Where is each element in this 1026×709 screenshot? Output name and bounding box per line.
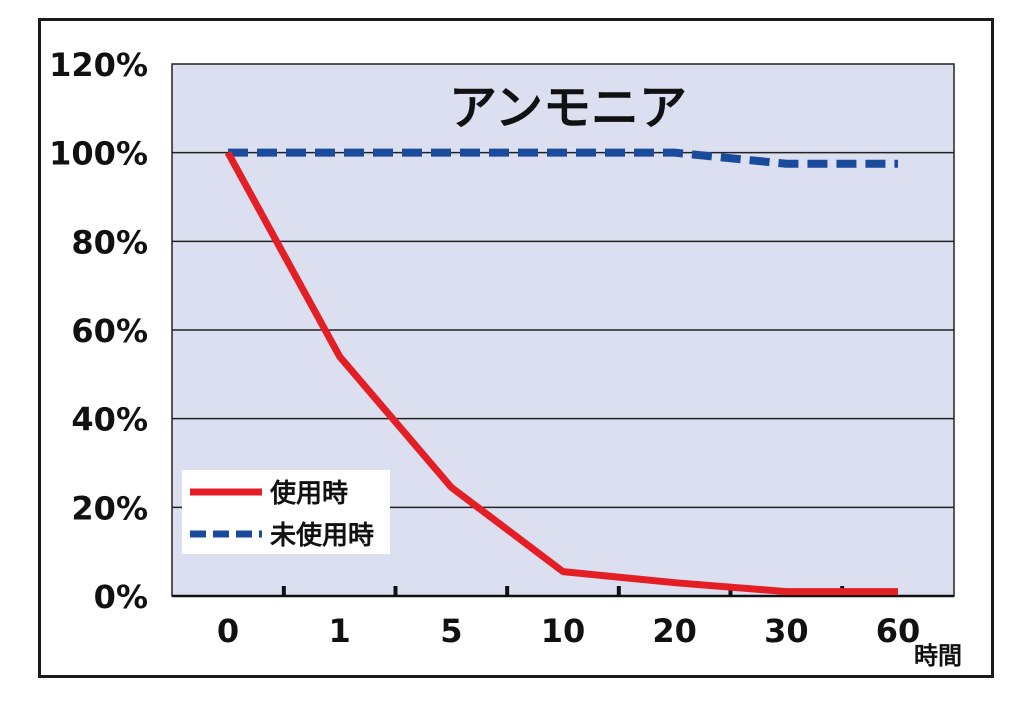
y-tick-label: 100% (49, 135, 148, 173)
x-axis-labels: 0 1 5 10 20 30 60 (217, 612, 920, 650)
y-tick-label: 120% (49, 46, 148, 84)
y-tick-label: 20% (71, 489, 148, 527)
x-tick-label: 20 (652, 612, 697, 650)
legend-label: 使用時 (269, 479, 348, 509)
x-tick-label: 0 (217, 612, 239, 650)
chart-title: アンモニア (449, 80, 687, 136)
x-axis-unit: 時間 (914, 642, 962, 670)
series-lines (224, 148, 898, 596)
legend-label: 未使用時 (270, 521, 374, 551)
y-tick-label: 40% (71, 401, 148, 439)
y-tick-label: 60% (71, 312, 148, 350)
series-line-1 (224, 150, 898, 596)
y-tick-label: 0% (94, 578, 148, 616)
x-tick-label: 1 (329, 612, 351, 650)
legend-box (182, 470, 390, 554)
y-axis-labels: 0% 20% 40% 60% 80% 100% 120% (49, 46, 148, 616)
x-tick-label: 60 (876, 612, 921, 650)
x-tick-label: 5 (440, 612, 462, 650)
x-tick-label: 30 (764, 612, 809, 650)
x-tick-label: 10 (541, 612, 586, 650)
y-tick-label: 80% (71, 223, 148, 261)
series-line-2 (228, 148, 898, 168)
